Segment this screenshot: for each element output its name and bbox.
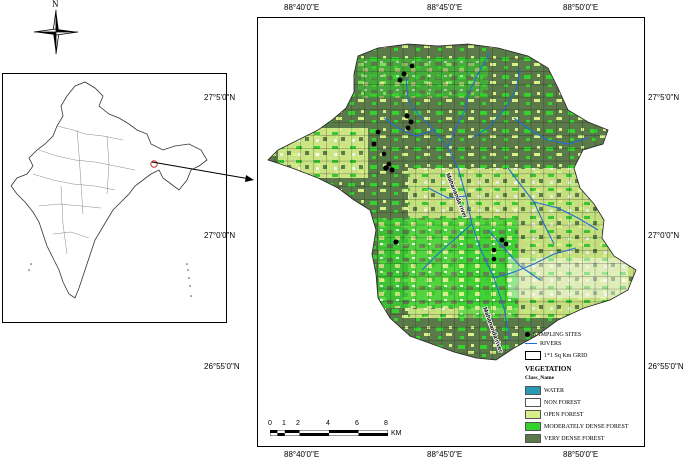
top-coord-3: 88°50'0"E (563, 3, 599, 12)
overview-map (2, 73, 227, 323)
pointer-arrow (151, 161, 254, 182)
north-label: N (52, 0, 59, 9)
sampling-sites (371, 63, 509, 262)
legend-sampling-sites: SAMPLING SITES (525, 332, 581, 338)
bottom-coord-2: 88°45'0"E (427, 450, 463, 459)
study-area-map: Mahananda river Mahananda river (267, 43, 637, 361)
legend-class-header: Class_Name (525, 375, 555, 381)
bottom-coord-3: 88°50'0"E (563, 450, 599, 459)
left-coord-3: 26°55'0"N (204, 362, 240, 371)
legend-very-dense-forest: VERY DENSE FOREST (525, 434, 604, 443)
legend-open-forest: OPEN FOREST (525, 410, 584, 419)
legend-water: WATER (525, 386, 564, 395)
india-outline (10, 81, 208, 299)
scale-tick-1: 1 (282, 420, 286, 427)
scale-tick-8: 8 (384, 420, 388, 427)
top-coord-2: 88°45'0"E (427, 3, 463, 12)
right-coord-1: 27°5'0"N (648, 93, 680, 102)
top-coord-1: 88°40'0"E (284, 3, 320, 12)
right-coord-2: 27°0'0"N (648, 231, 680, 240)
legend-vegetation-title: VEGETATION (525, 365, 572, 373)
north-arrow-icon (33, 9, 79, 55)
scale-tick-4: 4 (326, 420, 330, 427)
right-coord-3: 26°55'0"N (648, 362, 684, 371)
scale-tick-6: 6 (355, 420, 359, 427)
scale-tick-0: 0 (268, 420, 272, 427)
study-area-marker (150, 160, 158, 168)
scale-tick-2: 2 (296, 420, 300, 427)
river-network (383, 51, 599, 341)
legend-moderately-dense-forest: MODERATELY DENSE FOREST (525, 422, 629, 431)
main-map-frame: Mahananda river Mahananda river SAMPLING… (257, 17, 645, 447)
map-legend: SAMPLING SITES RIVERS 1*1 Sq Km GRID VEG… (521, 328, 643, 446)
bottom-coord-1: 88°40'0"E (284, 450, 320, 459)
legend-rivers: RIVERS (525, 341, 561, 347)
legend-grid: 1*1 Sq Km GRID (525, 351, 588, 360)
left-coord-1: 27°5'0"N (204, 93, 236, 102)
scale-bar: 0 1 2 4 6 8 KM (266, 420, 416, 442)
scale-unit: KM (391, 430, 402, 437)
legend-non-forest: NON FOREST (525, 398, 581, 407)
left-coord-2: 27°0'0"N (204, 231, 236, 240)
